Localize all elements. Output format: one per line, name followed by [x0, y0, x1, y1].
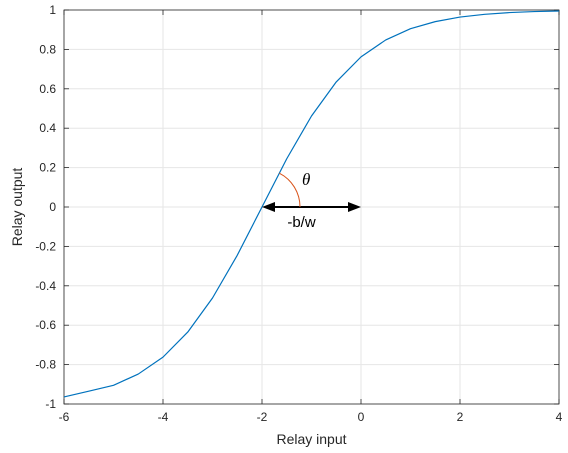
arrow-head-left [262, 202, 275, 212]
axis-ticks: -6 -4 -2 0 2 4 -1 -0.8 -0.6 -0.4 -0.2 0 0.2 0.4 0.6 0.8… [35, 3, 562, 424]
x-axis-label: Relay input [276, 431, 346, 447]
grid [63, 9, 560, 405]
x-tick-label: -2 [257, 410, 268, 424]
series-line [63, 10, 560, 398]
annotations: -b/w θ [262, 170, 361, 231]
theta-label: θ [302, 170, 310, 189]
arrow-label: -b/w [287, 214, 316, 231]
y-tick-label: 0.6 [39, 82, 56, 96]
y-tick-label: -0.4 [35, 279, 56, 293]
y-tick-label: -0.6 [35, 318, 56, 332]
y-axis-label: Relay output [9, 168, 25, 247]
y-tick-label: 0.2 [39, 161, 56, 175]
y-tick-label: -0.8 [35, 358, 56, 372]
y-tick-label: 1 [49, 3, 56, 17]
y-tick-label: 0.4 [39, 121, 56, 135]
x-tick-label: 2 [457, 410, 464, 424]
y-tick-label: 0 [49, 200, 56, 214]
x-tick-label: -4 [158, 410, 169, 424]
arrow-head-right [348, 202, 361, 212]
series-group [63, 10, 560, 398]
x-tick-label: 0 [358, 410, 365, 424]
x-tick-label: -6 [59, 410, 70, 424]
angle-arc [279, 172, 301, 208]
y-tick-label: 0.8 [39, 42, 56, 56]
y-tick-label: -1 [45, 397, 56, 411]
y-tick-label: -0.2 [35, 239, 56, 253]
x-tick-label: 4 [556, 410, 563, 424]
